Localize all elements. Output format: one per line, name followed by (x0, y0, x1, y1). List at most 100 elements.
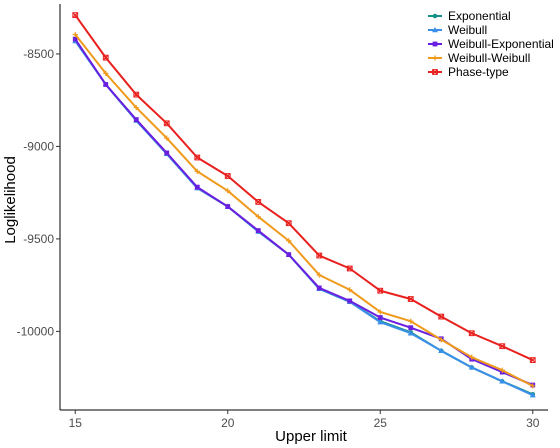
data-point (133, 104, 139, 111)
data-point (316, 252, 322, 259)
data-point (225, 188, 231, 194)
data-point (438, 337, 444, 343)
series-line (74, 38, 534, 386)
data-point (164, 135, 170, 141)
data-point (408, 318, 414, 324)
legend-label: Weibull (448, 23, 487, 37)
y-tick-label: -10000 (17, 324, 55, 338)
data-point (377, 309, 383, 315)
data-point (407, 330, 414, 336)
data-point (255, 199, 261, 205)
y-tick-label: -9000 (23, 139, 54, 153)
legend-label: Weibull-Weibull (448, 51, 530, 65)
data-point (316, 272, 322, 278)
legend-label: Weibull-Exponential (448, 37, 554, 51)
y-tick-label: -9500 (23, 232, 54, 246)
data-point (377, 315, 383, 320)
data-point (499, 378, 506, 384)
data-point-box (255, 199, 262, 205)
legend-item: Weibull-Weibull (428, 51, 530, 65)
series-phase-type (72, 12, 536, 363)
data-point (133, 117, 139, 123)
data-point-box (102, 54, 109, 61)
data-point (286, 238, 292, 244)
data-point (499, 367, 505, 373)
data-point (225, 173, 231, 179)
data-point-box (438, 313, 445, 320)
legend: ExponentialWeibullWeibull-ExponentialWei… (428, 9, 554, 79)
data-point (377, 319, 384, 325)
legend-item: Exponential (428, 9, 511, 23)
data-point-box (529, 357, 536, 363)
y-tick-label: -8500 (23, 47, 54, 61)
legend-item: Phase-type (428, 65, 509, 79)
data-point (103, 55, 109, 61)
data-point (225, 204, 231, 209)
legend-item: Weibull (428, 23, 487, 37)
series-line (74, 40, 534, 397)
legend-swatch-marker (432, 41, 438, 47)
data-point (469, 330, 475, 336)
data-point (164, 150, 170, 156)
data-point (316, 285, 322, 291)
data-point (438, 313, 444, 320)
data-point-box (316, 252, 323, 259)
data-point-box (133, 91, 140, 98)
y-axis-title: Loglikelihood (2, 156, 19, 244)
x-tick-label: 30 (526, 416, 540, 430)
data-point (194, 168, 200, 174)
data-point (408, 325, 414, 331)
data-point (103, 70, 109, 76)
legend-swatch-marker (432, 27, 438, 33)
x-tick-label: 20 (221, 416, 235, 430)
x-axis-title: Upper limit (275, 428, 348, 445)
data-point (530, 383, 536, 389)
legend-swatch-marker (432, 55, 438, 61)
legend-swatch-marker (432, 69, 438, 75)
series-weibull-exponential (72, 36, 536, 388)
data-point (529, 392, 536, 398)
data-point (347, 265, 353, 272)
legend-swatch-marker (432, 13, 438, 19)
legend-label: Phase-type (448, 65, 509, 79)
data-point-box (224, 173, 231, 179)
data-point-box (163, 120, 170, 127)
data-point (255, 214, 261, 220)
data-point (194, 154, 200, 161)
legend-item: Weibull-Exponential (428, 37, 554, 51)
data-point-box (194, 154, 201, 161)
data-point (133, 92, 139, 98)
data-point (408, 296, 414, 302)
data-point (286, 252, 292, 258)
axes: 15 20 25 30 -10000 -9500 -9000 -8500 (17, 4, 548, 430)
legend-swatch-marker-box (432, 69, 438, 75)
data-point (499, 343, 505, 349)
data-point (377, 288, 383, 294)
data-point (286, 220, 292, 226)
data-point (347, 298, 353, 304)
series-weibull-weibull (72, 31, 536, 389)
series-exponential (72, 37, 536, 397)
data-point (72, 31, 78, 38)
data-point-box (285, 220, 292, 227)
data-point (530, 357, 536, 363)
series-line (74, 33, 534, 387)
data-point-box (377, 287, 384, 294)
data-point-box (499, 343, 506, 350)
data-point (469, 354, 475, 360)
series-line (74, 39, 534, 396)
data-point (468, 364, 475, 370)
x-tick-label: 25 (374, 416, 388, 430)
series-weibull (72, 37, 536, 398)
data-point (72, 36, 78, 42)
data-point (164, 120, 170, 126)
data-point-box (72, 12, 79, 18)
data-point (255, 228, 261, 233)
legend-label: Exponential (448, 9, 511, 23)
x-tick-label: 15 (69, 416, 83, 430)
data-point (103, 82, 109, 87)
data-point (194, 184, 200, 190)
data-point-box (346, 265, 353, 272)
data-point (347, 287, 353, 293)
